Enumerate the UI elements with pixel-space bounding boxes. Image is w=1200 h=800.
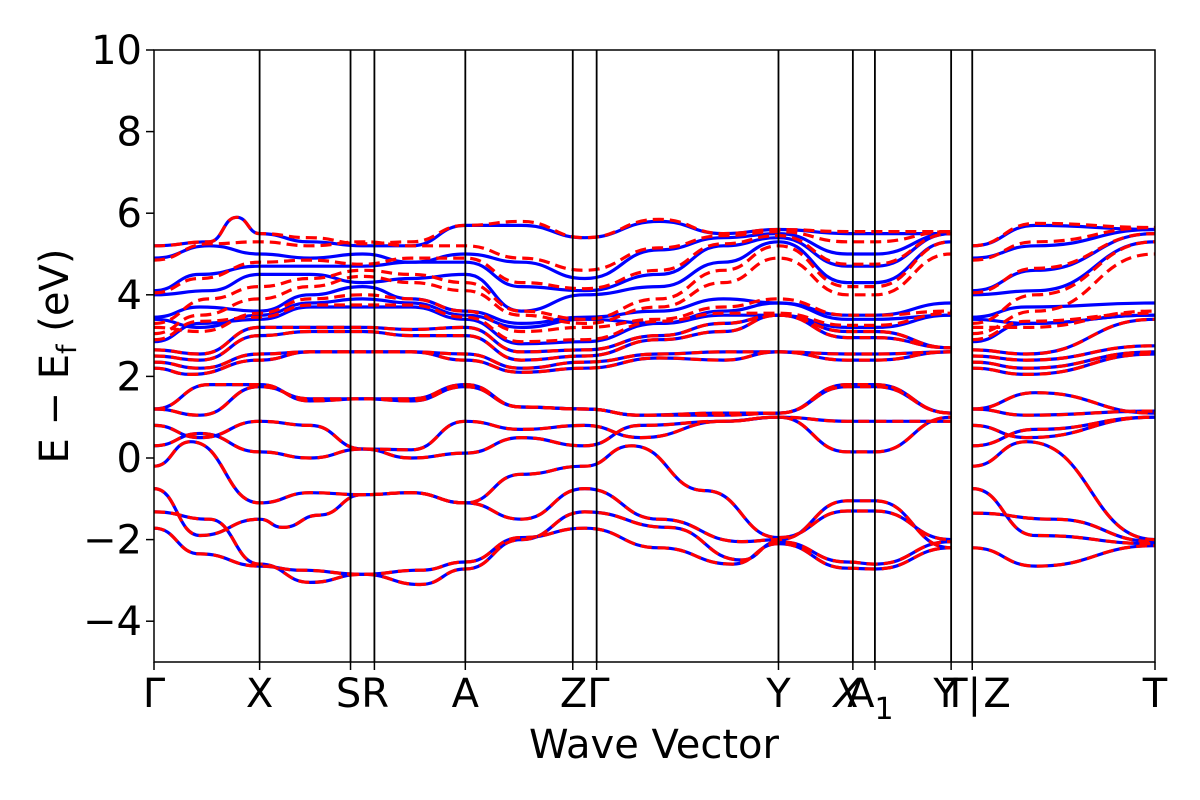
bands-layer bbox=[154, 215, 1155, 587]
band-dashed-11 bbox=[154, 313, 952, 356]
band-solid-17 bbox=[154, 231, 952, 281]
band-solid-16 bbox=[154, 232, 952, 293]
y-tick-label: 0 bbox=[117, 436, 142, 482]
band-dashed-15 bbox=[972, 240, 1155, 325]
band-dashed-12 bbox=[154, 303, 952, 344]
band-solid-15 bbox=[154, 240, 952, 313]
band-dashed-8 bbox=[154, 350, 952, 377]
band-dashed-15 bbox=[154, 240, 952, 325]
band-dashed-9 bbox=[972, 350, 1155, 370]
band-dashed-9 bbox=[154, 350, 952, 370]
band-solid-14 bbox=[972, 301, 1155, 319]
band-dashed-14 bbox=[972, 252, 1155, 336]
band-dashed-6 bbox=[972, 407, 1155, 417]
band-dashed-1 bbox=[972, 511, 1155, 544]
x-axis-label: Wave Vector bbox=[529, 722, 780, 768]
x-tick-label-sub: 1 bbox=[874, 692, 893, 727]
band-dashed-2 bbox=[154, 486, 952, 550]
y-tick-label: −4 bbox=[83, 599, 142, 645]
y-axis-label: E − Ef (eV) bbox=[32, 249, 83, 464]
band-dashed-0 bbox=[972, 544, 1155, 568]
x-tick-label: Y bbox=[765, 671, 791, 717]
x-axis-ticks: Γ X SR A ZΓ Y XA1 YT| Z T bbox=[143, 662, 1168, 727]
high-symmetry-lines bbox=[258, 50, 974, 662]
plot-frame bbox=[153, 49, 1156, 663]
band-solid-4 bbox=[154, 415, 952, 460]
x-tick-label: X bbox=[246, 671, 273, 717]
band-solid-17 bbox=[972, 227, 1155, 260]
band-solid-14 bbox=[154, 284, 952, 326]
band-dashed-11 bbox=[972, 317, 1155, 356]
x-tick-label: T bbox=[1142, 671, 1168, 717]
band-solid-15 bbox=[972, 240, 1155, 297]
band-dashed-1 bbox=[154, 510, 952, 587]
y-tick-label: 6 bbox=[117, 191, 142, 237]
y-tick-label: −2 bbox=[83, 518, 142, 564]
y-axis-label-sub: f bbox=[52, 343, 83, 354]
band-dashed-16 bbox=[972, 232, 1155, 295]
x-tick-label: A1 bbox=[847, 671, 893, 727]
band-dashed-8 bbox=[972, 352, 1155, 377]
band-dashed-10 bbox=[154, 313, 952, 362]
band-dashed-7 bbox=[154, 383, 952, 417]
x-tick-label: SR bbox=[336, 671, 389, 717]
band-solid-13 bbox=[972, 313, 1155, 326]
y-tick-label: 4 bbox=[117, 273, 142, 319]
y-axis-ticks: −4 −2 0 2 4 6 8 10 bbox=[83, 28, 154, 645]
x-tick-label: Z bbox=[983, 671, 1010, 717]
band-dashed-5 bbox=[972, 415, 1155, 440]
y-tick-label: 8 bbox=[117, 110, 142, 156]
band-dashed-5 bbox=[154, 415, 952, 452]
band-dashed-4 bbox=[972, 415, 1155, 448]
x-tick-label: Y bbox=[932, 671, 958, 717]
band-dashed-17 bbox=[154, 229, 952, 272]
x-tick-label: X bbox=[832, 671, 863, 717]
x-tick-label: T| bbox=[942, 671, 981, 717]
band-solid-5 bbox=[154, 415, 952, 452]
band-solid-13 bbox=[154, 297, 952, 330]
x-tick-label: A bbox=[452, 671, 480, 717]
band-dashed-12 bbox=[972, 311, 1155, 342]
band-solid-12 bbox=[154, 305, 952, 346]
x-tick-label: Γ bbox=[143, 671, 166, 717]
y-tick-label: 10 bbox=[91, 28, 142, 74]
y-axis-label-unit: (eV) bbox=[32, 249, 78, 345]
band-dashed-17 bbox=[972, 225, 1155, 262]
y-tick-label: 2 bbox=[117, 354, 142, 400]
y-axis-label-main: E − E bbox=[32, 354, 78, 464]
band-dashed-3 bbox=[154, 440, 952, 542]
band-solid-16 bbox=[972, 232, 1155, 293]
band-dashed-7 bbox=[972, 391, 1155, 415]
band-dashed-18 bbox=[154, 215, 952, 248]
band-dashed-2 bbox=[972, 487, 1155, 546]
band-dashed-10 bbox=[972, 344, 1155, 362]
band-solid-1 bbox=[154, 510, 952, 587]
band-dashed-3 bbox=[972, 440, 1155, 542]
x-tick-label: ZΓ bbox=[560, 671, 610, 717]
band-dashed-13 bbox=[154, 293, 952, 334]
band-dashed-14 bbox=[154, 252, 952, 336]
band-dashed-18 bbox=[972, 221, 1155, 248]
band-solid-2 bbox=[154, 486, 952, 550]
